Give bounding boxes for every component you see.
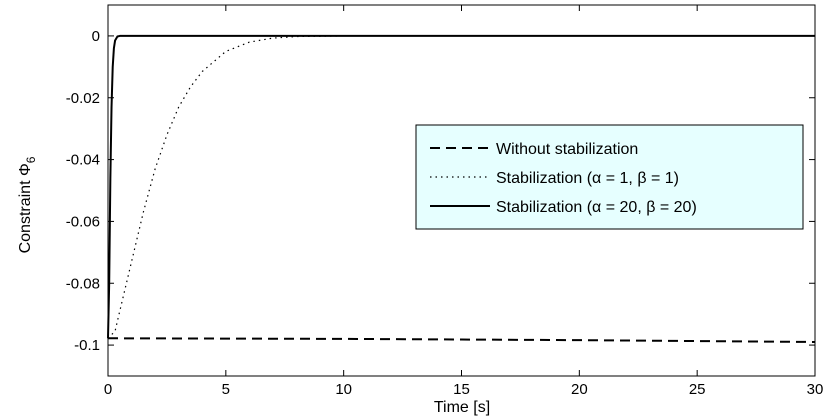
x-tick-label: 0 (104, 381, 112, 398)
y-tick-label: -0.1 (74, 337, 100, 354)
x-tick-label: 15 (453, 381, 470, 398)
y-tick-label: 0 (92, 28, 100, 45)
legend-label-without-stabilization: Without stabilization (496, 141, 638, 158)
series-stabilization-alpha1 (107, 35, 815, 339)
series-stabilization-alpha20 (107, 34, 815, 339)
x-axis-label: Time [s] (434, 399, 490, 416)
legend-label-stabilization-alpha20: Stabilization (α = 20, β = 20) (496, 199, 697, 216)
y-axis-label: Constraint Φ6 (17, 156, 38, 253)
y-axis-label-subscript: 6 (24, 156, 38, 163)
y-tick-label: -0.06 (66, 213, 100, 230)
y-axis-label-main: Constraint Φ (17, 163, 34, 253)
x-tick-label: 20 (571, 381, 588, 398)
legend: Without stabilization Stabilization (α =… (415, 124, 804, 230)
x-axis: 0 5 10 15 20 25 30 (104, 5, 824, 398)
x-tick-label: 5 (222, 381, 230, 398)
series-without-stabilization (107, 337, 816, 343)
series-layer (107, 34, 816, 343)
y-tick-label: -0.04 (66, 152, 100, 169)
x-tick-label: 30 (807, 381, 824, 398)
x-tick-label: 10 (335, 381, 352, 398)
legend-label-stabilization-alpha1: Stabilization (α = 1, β = 1) (496, 170, 679, 187)
y-axis: 0 -0.02 -0.04 -0.06 -0.08 -0.1 (66, 28, 815, 354)
y-tick-label: -0.02 (66, 90, 100, 107)
y-tick-label: -0.08 (66, 275, 100, 292)
x-tick-label: 25 (689, 381, 706, 398)
